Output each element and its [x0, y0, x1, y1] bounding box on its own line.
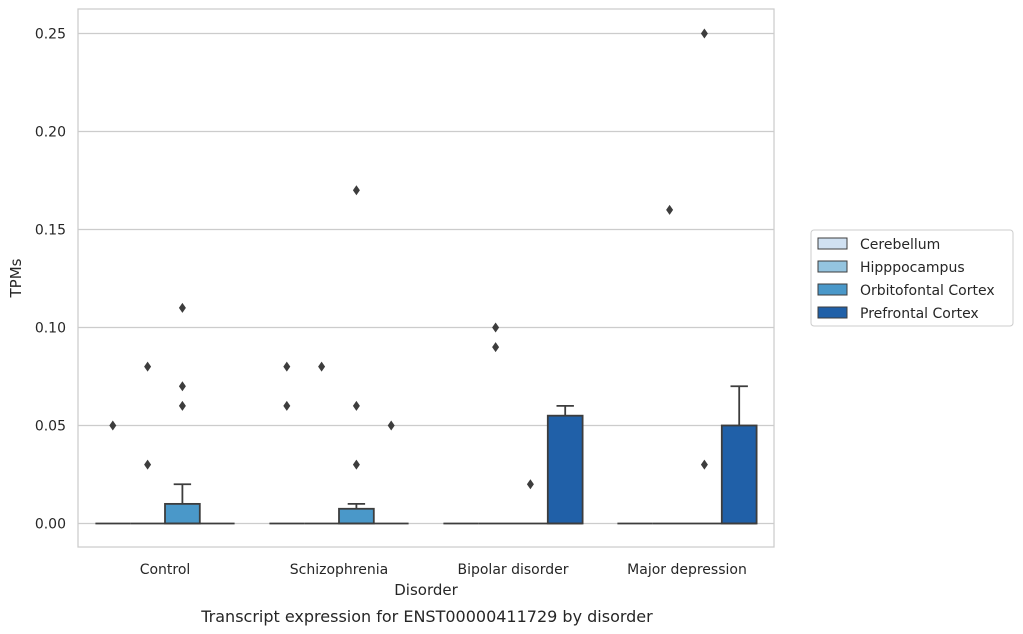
box-body: [720, 424, 758, 525]
outlier-points: [109, 28, 708, 490]
legend-swatch: [817, 237, 848, 250]
legend-swatch: [817, 306, 848, 319]
outlier-point: [109, 420, 117, 431]
y-tick-label: 0.15: [35, 222, 66, 238]
outlier-point: [178, 381, 186, 392]
legend-swatch: [817, 260, 848, 273]
box-body: [338, 507, 375, 525]
outlier-point: [492, 342, 500, 353]
outlier-point: [352, 400, 360, 411]
outlier-point: [526, 479, 534, 490]
y-tick-labels: 0.00 0.05 0.10 0.15 0.20 0.25: [35, 26, 66, 532]
outlier-point: [352, 459, 360, 470]
box-body: [164, 502, 201, 525]
legend: Cerebellum Hipppocampus Orbitofontal Corte…: [810, 229, 1014, 327]
x-tick-label: Bipolar disorder: [457, 562, 568, 578]
outlier-point: [178, 302, 186, 313]
legend-label: Orbitofontal Cortex: [860, 283, 995, 299]
legend-swatch: [817, 283, 848, 296]
y-axis-label: TPMs: [7, 258, 25, 298]
box-orbitofontal-cortex: [164, 483, 201, 525]
x-tick-label: Major depression: [627, 562, 747, 578]
legend-label: Hipppocampus: [860, 260, 965, 276]
outlier-point: [352, 185, 360, 196]
outlier-point: [666, 204, 674, 215]
x-tick-label: Control: [140, 562, 191, 578]
outlier-point: [700, 459, 708, 470]
grid-lines: [78, 32, 774, 525]
x-tick-labels: Control Schizophrenia Bipolar disorder Majo…: [140, 562, 747, 578]
legend-frame: [810, 229, 1014, 327]
outlier-point: [387, 420, 395, 431]
y-tick-label: 0.25: [35, 26, 66, 42]
y-tick-label: 0.00: [35, 516, 66, 532]
outlier-point: [492, 322, 500, 333]
y-tick-label: 0.05: [35, 418, 66, 434]
chart-caption: Transcript expression for ENST0000041172…: [200, 607, 653, 626]
outlier-point: [283, 400, 291, 411]
box-plots: [95, 385, 758, 525]
outlier-point: [700, 28, 708, 39]
legend-label: Cerebellum: [860, 237, 940, 253]
y-tick-label: 0.20: [35, 124, 66, 140]
plot-frame: [77, 8, 775, 548]
outlier-point: [283, 361, 291, 372]
box-prefrontal-cortex: [546, 404, 584, 525]
outlier-point: [144, 361, 152, 372]
outlier-point: [318, 361, 326, 372]
box-prefrontal-cortex: [720, 385, 758, 525]
box-body: [546, 414, 584, 525]
x-tick-label: Schizophrenia: [290, 562, 388, 578]
box-orbitofontal-cortex: [338, 502, 375, 525]
legend-label: Prefrontal Cortex: [860, 306, 979, 322]
outlier-point: [178, 400, 186, 411]
outlier-point: [144, 459, 152, 470]
y-tick-label: 0.10: [35, 320, 66, 336]
x-axis-label: Disorder: [394, 581, 458, 599]
